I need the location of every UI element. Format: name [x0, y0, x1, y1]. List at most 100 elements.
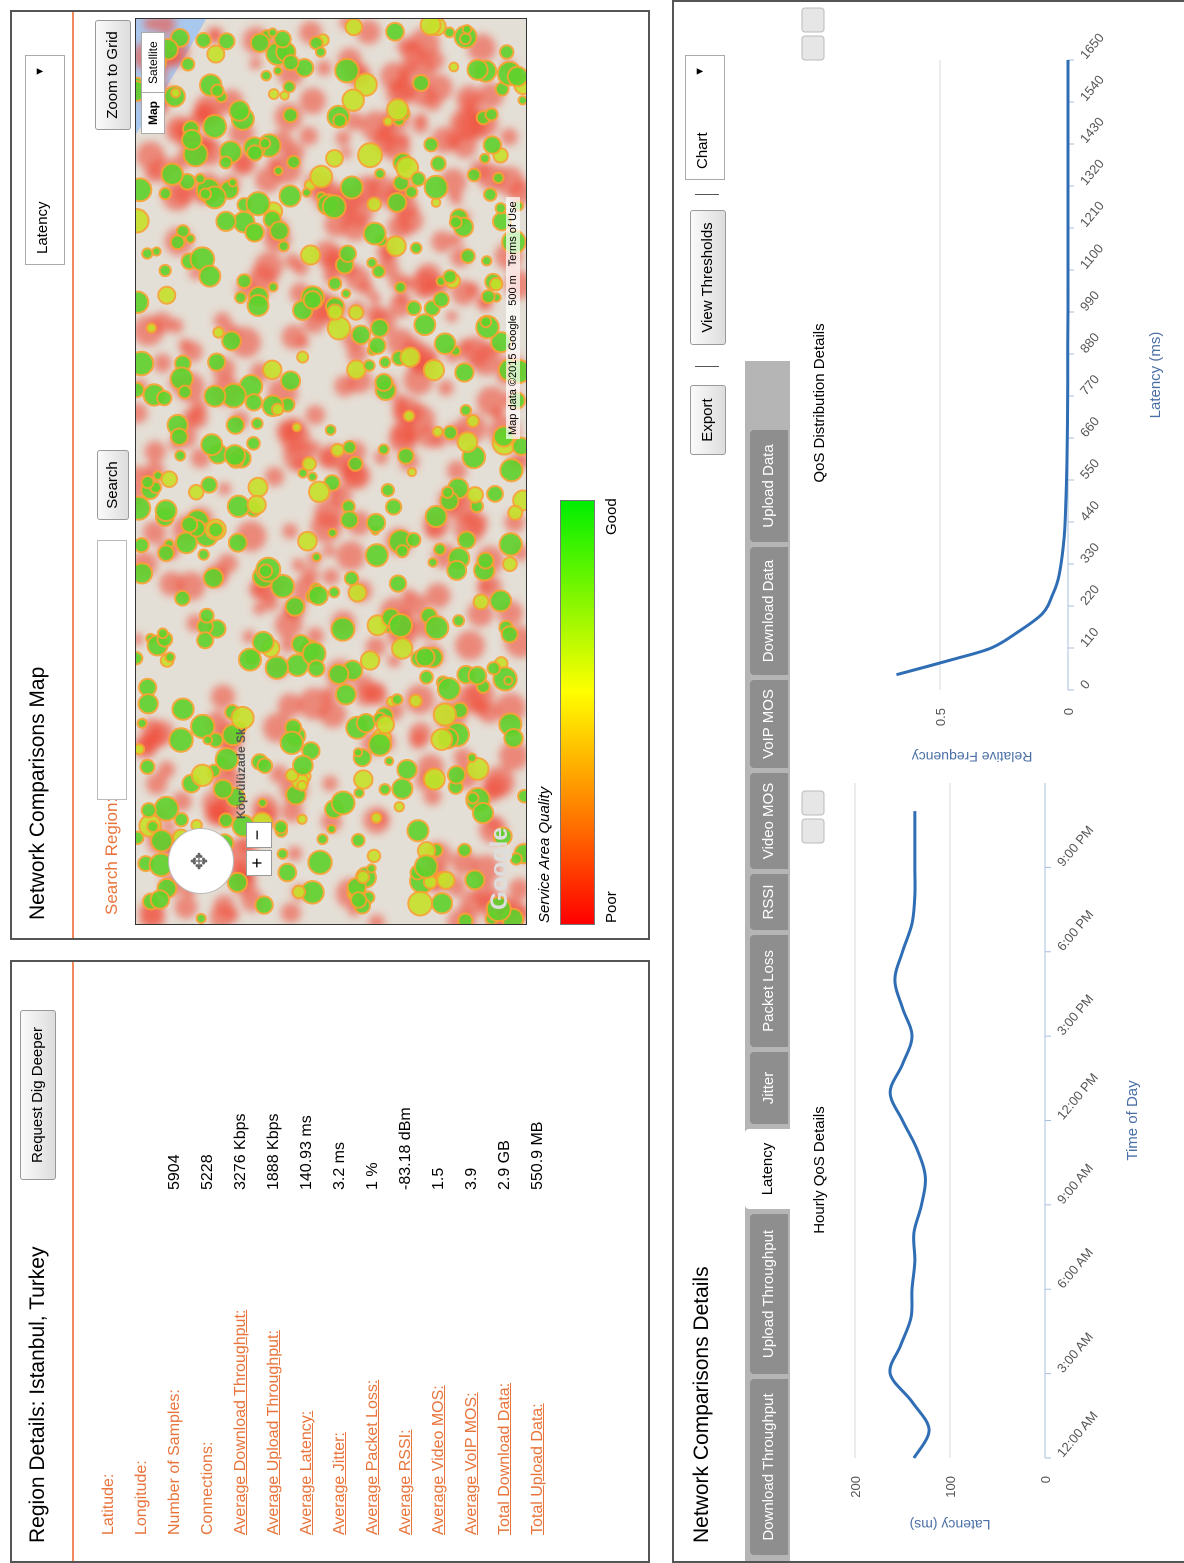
heat-cell: [313, 553, 321, 561]
heat-cell: [468, 169, 481, 182]
heat-spot: [456, 85, 483, 112]
heat-cell: [382, 484, 394, 496]
row-label[interactable]: Average Video MOS:: [430, 1385, 448, 1535]
heat-cell: [308, 660, 324, 676]
heat-cell: [392, 694, 402, 704]
tab[interactable]: Download Throughput: [750, 1379, 788, 1555]
toolbar-button[interactable]: Export: [690, 385, 726, 455]
heat-spot: [144, 441, 166, 463]
heat-spot: [316, 60, 332, 76]
heat-cell: [227, 416, 244, 433]
heat-cell: [425, 616, 448, 639]
separator: [695, 194, 719, 195]
tab[interactable]: Upload Throughput: [750, 1214, 788, 1374]
terms-link[interactable]: Terms of Use: [507, 201, 519, 266]
row-label[interactable]: Average Latency:: [298, 1411, 316, 1535]
y-tick-label: 0.5: [933, 708, 948, 726]
heat-cell: [375, 169, 385, 179]
heat-cell: [229, 178, 237, 186]
heat-spot: [253, 602, 266, 615]
tab[interactable]: Video MOS: [750, 773, 788, 869]
dig-deeper-button[interactable]: Request Dig Deeper: [20, 1010, 56, 1180]
tab[interactable]: Jitter: [750, 1052, 788, 1124]
heat-cell: [434, 292, 449, 307]
map-type[interactable]: Satellite: [142, 33, 164, 93]
heat-cell: [369, 733, 391, 755]
row-label[interactable]: Average Download Throughput:: [232, 1310, 250, 1535]
search-input[interactable]: [97, 540, 127, 800]
heat-cell: [208, 354, 225, 371]
row-label[interactable]: Average RSSI:: [397, 1429, 415, 1535]
y-axis-title: Latency (ms): [910, 1517, 991, 1533]
heat-spot: [415, 113, 427, 125]
tab[interactable]: RSSI: [750, 874, 788, 930]
row-value: 1.5: [430, 1168, 448, 1190]
heat-spot: [358, 280, 374, 296]
row-label[interactable]: Average VoIP MOS:: [463, 1392, 481, 1535]
heat-cell: [139, 694, 158, 713]
tab[interactable]: Download Data: [750, 547, 788, 675]
heat-cell: [266, 656, 288, 678]
heat-cell: [415, 855, 438, 878]
heat-cell: [442, 487, 453, 498]
x-tick-label: 6:00 AM: [1054, 1245, 1096, 1291]
heat-cell: [245, 223, 263, 241]
heat-cell: [255, 896, 272, 913]
heat-cell: [286, 597, 305, 616]
view-select[interactable]: Chart▼: [685, 55, 725, 180]
heat-cell: [424, 138, 438, 152]
heat-cell: [424, 360, 444, 380]
row-label[interactable]: Average Upload Throughput:: [265, 1330, 283, 1535]
map[interactable]: ✥ + − Köprülüzade Sk Google MapSatellite…: [135, 18, 527, 925]
heat-cell: [201, 477, 217, 493]
region-title: Region Details: Istanbul, Turkey: [26, 1247, 50, 1543]
heat-cell: [468, 753, 477, 762]
heat-cell: [229, 534, 247, 552]
heat-cell: [508, 506, 522, 520]
row-label[interactable]: Average Jitter:: [331, 1432, 349, 1535]
heat-spot: [322, 568, 339, 585]
zoom-grid-button[interactable]: Zoom to Grid: [95, 20, 131, 130]
heat-cell: [152, 247, 160, 255]
pan-control[interactable]: ✥: [168, 828, 234, 894]
zoom-out[interactable]: −: [246, 822, 272, 848]
tab[interactable]: Packet Loss: [750, 935, 788, 1047]
heat-cell: [443, 270, 456, 283]
map-type-control: MapSatellite: [141, 32, 165, 134]
heat-spot: [455, 631, 485, 661]
heat-cell: [331, 618, 354, 641]
search-button[interactable]: Search: [97, 450, 129, 520]
heat-cell: [308, 472, 316, 480]
heat-cell: [196, 33, 211, 48]
tab[interactable]: Upload Data: [750, 430, 788, 542]
heat-cell: [301, 245, 320, 264]
heat-cell: [197, 632, 213, 648]
heat-cell: [323, 195, 346, 218]
heat-cell: [229, 101, 249, 121]
heat-cell: [281, 732, 303, 754]
tab[interactable]: Latency: [745, 1129, 790, 1209]
zoom-in[interactable]: +: [246, 850, 272, 876]
x-axis-title: Time of Day: [1124, 1080, 1141, 1161]
heat-cell: [248, 295, 269, 316]
heat-cell: [136, 497, 150, 520]
toolbar-button[interactable]: View Thresholds: [690, 210, 726, 345]
heat-cell: [368, 850, 380, 862]
heat-cell: [335, 59, 359, 83]
heat-cell: [435, 333, 456, 354]
row-label: Connections:: [199, 1442, 217, 1535]
heat-cell: [328, 825, 336, 833]
heat-spot: [322, 776, 338, 792]
row-label[interactable]: Average Packet Loss:: [364, 1380, 382, 1535]
heat-cell: [487, 662, 500, 675]
row-label[interactable]: Total Upload Data:: [529, 1403, 547, 1535]
heat-cell: [467, 487, 482, 502]
heat-cell: [336, 685, 356, 705]
heat-cell: [179, 386, 192, 399]
tab[interactable]: VoIP MOS: [750, 680, 788, 768]
row-label[interactable]: Total Download Data:: [496, 1383, 514, 1535]
metric-select[interactable]: Latency▼: [25, 55, 65, 265]
map-type[interactable]: Map: [142, 93, 164, 133]
heat-cell: [308, 851, 331, 874]
heat-cell: [474, 594, 489, 609]
